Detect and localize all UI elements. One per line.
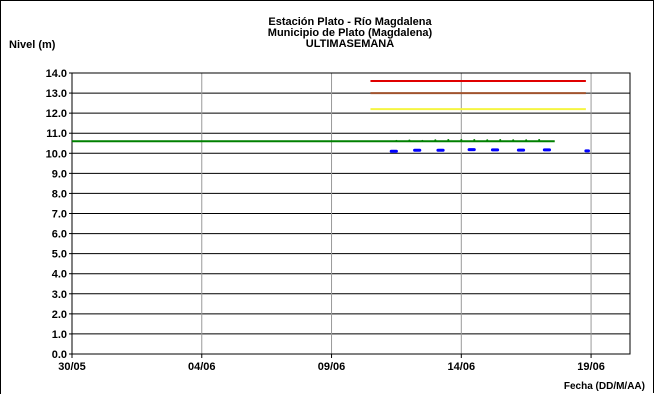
data-point-green-points [421, 139, 424, 142]
y-tick-label: 0.0 [52, 349, 67, 361]
x-tick-label: 30/05 [58, 361, 86, 373]
left-border [0, 0, 1, 394]
y-tick-label: 11.0 [46, 128, 67, 140]
data-point-green-points [512, 139, 515, 142]
chart-title: Estación Plato - Río Magdalena [268, 16, 432, 28]
x-axis-label: Fecha (DD/M/AA) [563, 381, 645, 392]
y-tick-label: 8.0 [52, 188, 67, 200]
data-point-green-points [408, 139, 411, 142]
data-point-green-points [499, 139, 502, 142]
data-point-green-points [486, 139, 489, 142]
y-tick-label: 13.0 [46, 88, 67, 100]
data-point-green-points [447, 139, 450, 142]
y-tick-label: 12.0 [46, 108, 67, 120]
data-point-green-points [538, 139, 541, 142]
data-point-green-points [395, 139, 398, 142]
y-tick-label: 6.0 [52, 229, 67, 241]
plot-area [71, 72, 631, 355]
chart-title-block: Estación Plato - Río Magdalena Municipio… [180, 17, 520, 50]
y-axis-label: Nivel (m) [9, 39, 56, 51]
y-tick-label: 3.0 [52, 289, 67, 301]
x-tick-label: 04/06 [188, 361, 216, 373]
data-point-green-points [525, 139, 528, 142]
y-tick-label: 9.0 [52, 168, 67, 180]
y-tick-label: 2.0 [52, 309, 67, 321]
x-tick-label: 14/06 [448, 361, 476, 373]
y-tick-label: 4.0 [52, 269, 67, 281]
chart-subtitle-2: ULTIMASEMANA [305, 38, 395, 50]
x-tick-label: 09/06 [318, 361, 346, 373]
y-tick-label: 5.0 [52, 249, 67, 261]
data-point-green-points [434, 139, 437, 142]
y-tick-label: 10.0 [46, 148, 67, 160]
y-tick-label: 1.0 [52, 329, 67, 341]
data-point-green-points [460, 139, 463, 142]
chart-subtitle: Municipio de Plato (Magdalena) [267, 27, 433, 39]
y-tick-label: 14.0 [46, 68, 67, 80]
x-tick-label: 19/06 [577, 361, 605, 373]
y-tick-label: 7.0 [52, 209, 67, 221]
data-point-green-points [473, 139, 476, 142]
